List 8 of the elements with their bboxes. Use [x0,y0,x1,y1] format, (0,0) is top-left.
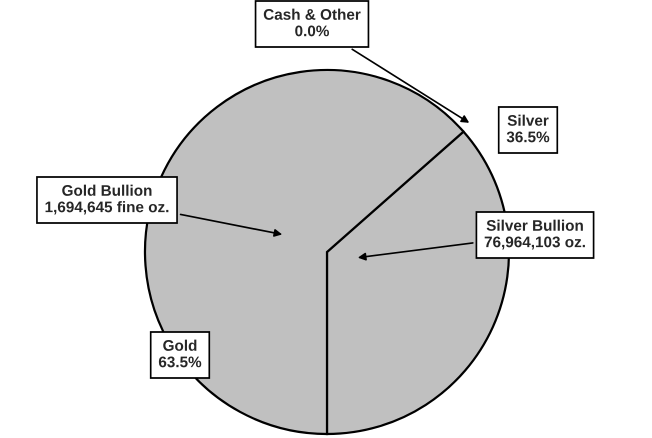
data-label: 36.5% [506,132,550,142]
text: Silver Bullion 76,964,103 oz. [484,220,585,250]
slice-label: Gold [163,340,196,351]
text: Gold Bullion 1,694,645 fine oz. [46,184,168,215]
data-label: 63.5% [158,356,202,368]
text: 0.0% [295,26,330,36]
category-label: Cash & Other [264,8,361,20]
slice-label: Silver [508,114,549,126]
